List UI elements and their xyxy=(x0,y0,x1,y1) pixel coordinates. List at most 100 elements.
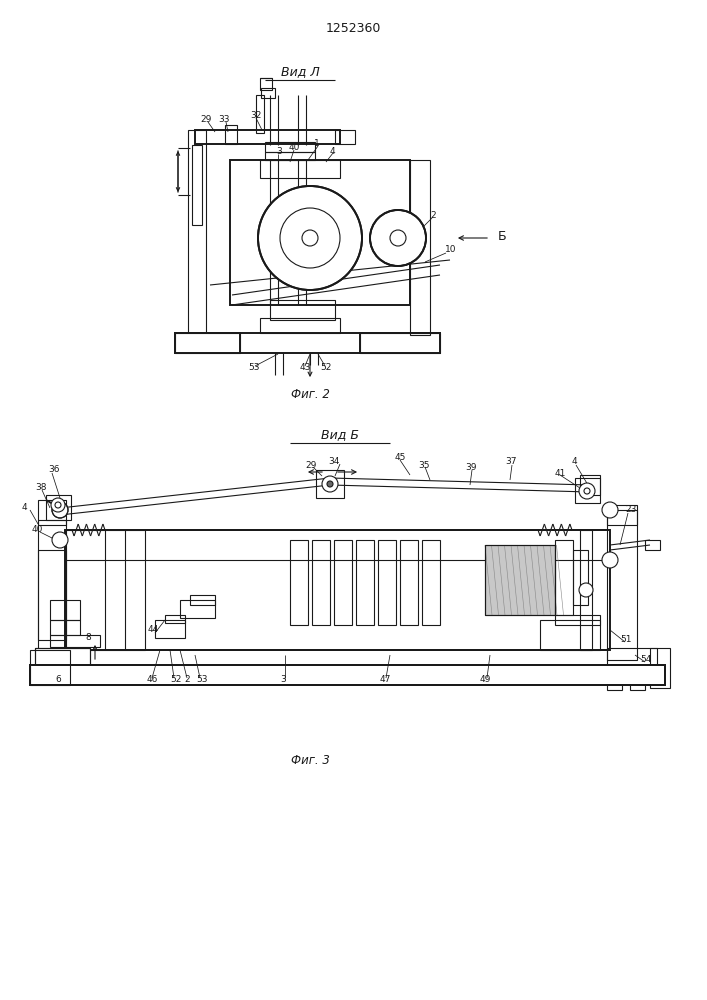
Bar xyxy=(260,78,272,90)
Text: 53: 53 xyxy=(196,676,207,684)
Bar xyxy=(400,540,418,625)
Circle shape xyxy=(51,498,65,512)
Text: 29: 29 xyxy=(200,115,211,124)
Text: 39: 39 xyxy=(465,464,477,473)
Text: Фиг. 2: Фиг. 2 xyxy=(291,388,329,401)
Bar xyxy=(645,540,660,550)
Text: 43: 43 xyxy=(300,363,311,372)
Text: 51: 51 xyxy=(620,636,631,645)
Bar xyxy=(378,540,396,625)
Text: 34: 34 xyxy=(328,458,339,466)
Circle shape xyxy=(579,483,595,499)
Text: 38: 38 xyxy=(35,483,47,491)
Bar xyxy=(165,615,185,623)
Bar xyxy=(38,500,66,525)
Text: 53: 53 xyxy=(248,363,259,372)
Bar xyxy=(356,540,374,625)
Bar xyxy=(540,620,600,650)
Bar xyxy=(260,318,340,333)
Text: 54: 54 xyxy=(640,656,651,664)
Text: 32: 32 xyxy=(250,110,262,119)
Text: 23: 23 xyxy=(625,506,636,514)
Bar xyxy=(230,160,410,305)
Bar xyxy=(607,648,657,666)
Bar xyxy=(30,665,665,685)
Text: 46: 46 xyxy=(147,676,158,684)
Circle shape xyxy=(370,210,426,266)
Bar xyxy=(50,620,80,635)
Circle shape xyxy=(322,476,338,492)
Text: 4: 4 xyxy=(572,458,578,466)
Text: 1252360: 1252360 xyxy=(325,21,380,34)
Text: Б: Б xyxy=(498,230,507,242)
Circle shape xyxy=(602,552,618,568)
Bar xyxy=(192,145,202,225)
Bar xyxy=(575,478,600,503)
Bar xyxy=(190,595,215,605)
Bar xyxy=(38,550,66,640)
Bar xyxy=(30,665,665,685)
Bar xyxy=(50,600,80,620)
Text: 3: 3 xyxy=(276,147,282,156)
Bar xyxy=(180,600,215,618)
Text: 35: 35 xyxy=(418,460,429,470)
Bar xyxy=(555,540,573,615)
Bar xyxy=(260,160,340,178)
Text: 47: 47 xyxy=(380,676,392,684)
Bar xyxy=(155,620,185,638)
Bar xyxy=(607,668,622,690)
Circle shape xyxy=(302,230,318,246)
Bar xyxy=(175,333,240,353)
Bar xyxy=(630,668,645,690)
Text: 36: 36 xyxy=(48,466,59,475)
Text: 10: 10 xyxy=(445,245,457,254)
Bar xyxy=(607,505,637,525)
Text: 40: 40 xyxy=(289,143,300,152)
Text: 45: 45 xyxy=(395,454,407,462)
Circle shape xyxy=(579,583,593,597)
Bar xyxy=(270,300,335,320)
Circle shape xyxy=(327,481,333,487)
Bar xyxy=(607,510,637,660)
Bar xyxy=(35,648,90,666)
Circle shape xyxy=(52,502,68,518)
Bar xyxy=(265,142,315,152)
Bar xyxy=(46,495,71,520)
Bar xyxy=(225,125,237,144)
Bar xyxy=(35,648,90,666)
Text: 33: 33 xyxy=(218,115,230,124)
Bar xyxy=(580,530,592,650)
Text: 29: 29 xyxy=(305,460,316,470)
Bar xyxy=(195,130,340,144)
Bar xyxy=(410,160,430,335)
Bar xyxy=(485,545,555,615)
Circle shape xyxy=(258,186,362,290)
Text: 37: 37 xyxy=(505,458,517,466)
Text: Фиг. 3: Фиг. 3 xyxy=(291,754,329,766)
Bar xyxy=(485,545,555,615)
Bar xyxy=(38,520,66,660)
Text: 2: 2 xyxy=(184,676,189,684)
Bar xyxy=(335,130,355,144)
Bar xyxy=(256,95,264,133)
Bar xyxy=(650,648,670,688)
Bar xyxy=(312,540,330,625)
Bar xyxy=(360,333,440,353)
Bar xyxy=(334,540,352,625)
Text: 49: 49 xyxy=(480,676,491,684)
Text: 41: 41 xyxy=(555,468,566,478)
Text: Вид Б: Вид Б xyxy=(321,428,359,442)
Bar xyxy=(65,530,145,650)
Bar xyxy=(188,130,206,350)
Text: 52: 52 xyxy=(320,363,332,372)
Bar xyxy=(422,540,440,625)
Bar xyxy=(50,635,100,647)
Circle shape xyxy=(602,502,618,518)
Bar xyxy=(261,88,275,98)
Text: 52: 52 xyxy=(170,676,182,684)
Bar xyxy=(290,540,308,625)
Bar xyxy=(555,615,600,625)
Text: 6: 6 xyxy=(55,676,61,684)
Bar xyxy=(30,650,70,685)
Text: Вид Л: Вид Л xyxy=(281,66,320,79)
